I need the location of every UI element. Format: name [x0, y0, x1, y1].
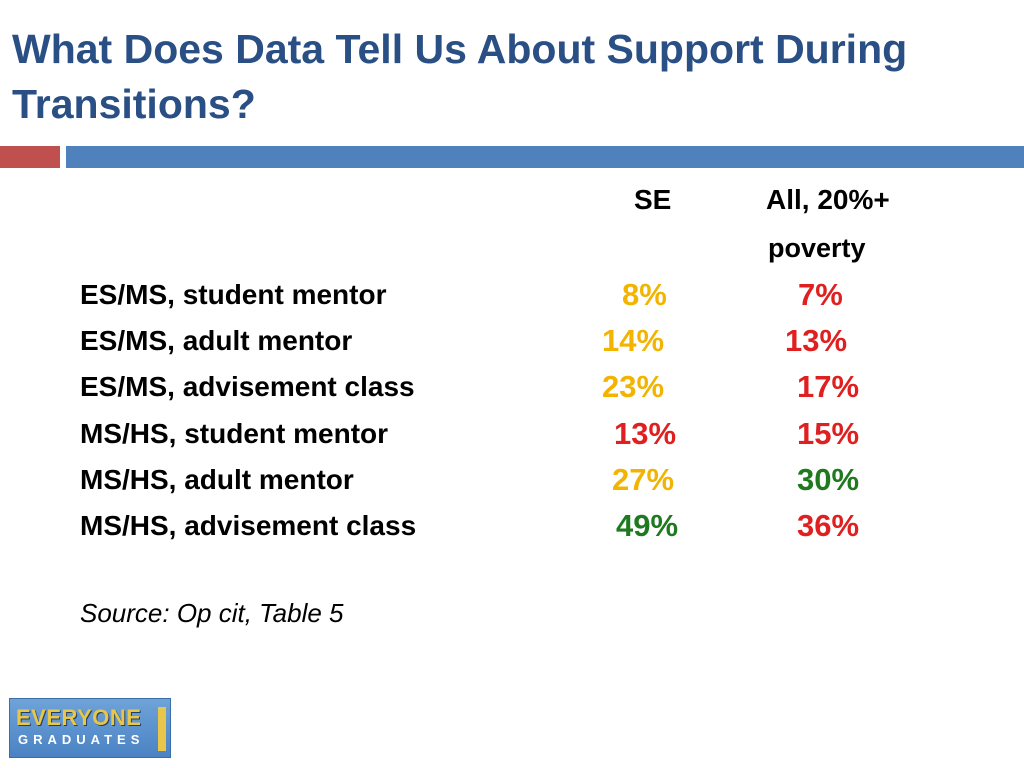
row-label: MS/HS, student mentor [80, 418, 389, 449]
column-header-all-line2: poverty [768, 233, 866, 263]
table-row: MS/HS, adult mentor 27% 30% [0, 457, 1024, 503]
se-value: 14% [602, 323, 665, 358]
source-note: Source: Op cit, Table 5 [80, 598, 344, 628]
se-value: 27% [612, 462, 675, 497]
slide-title: What Does Data Tell Us About Support Dur… [12, 26, 908, 127]
se-value: 8% [622, 277, 667, 312]
table-row: MS/HS, student mentor 13% 15% [0, 411, 1024, 457]
column-header-se: SE [634, 184, 672, 215]
row-label: ES/MS, adult mentor [80, 325, 353, 356]
accent-bar-red [0, 146, 60, 168]
logo-text-bottom: GRADUATES [18, 732, 145, 747]
table-row: ES/MS, advisement class 23% 17% [0, 364, 1024, 410]
accent-bar-blue [66, 146, 1024, 168]
table-row: MS/HS, advisement class 49% 36% [0, 503, 1024, 549]
logo-text-top: EVERYONE [16, 705, 142, 730]
column-header-all: All, 20%+ [766, 184, 890, 215]
all-value: 13% [785, 323, 848, 358]
all-value: 15% [797, 416, 860, 451]
se-value: 13% [614, 416, 677, 451]
logo-side-stripe [158, 707, 166, 751]
row-label: MS/HS, advisement class [80, 510, 417, 541]
se-value: 49% [616, 508, 679, 543]
table-row: ES/MS, adult mentor 14% 13% [0, 318, 1024, 364]
all-value: 7% [798, 277, 843, 312]
se-value: 23% [602, 369, 665, 404]
all-value: 30% [797, 462, 860, 497]
everyone-graduates-logo: EVERYONE GRADUATES [9, 698, 171, 758]
table-row: ES/MS, student mentor 8% 7% [0, 272, 1024, 318]
row-label: MS/HS, adult mentor [80, 464, 354, 495]
row-label: ES/MS, advisement class [80, 371, 415, 402]
row-label: ES/MS, student mentor [80, 279, 387, 310]
all-value: 17% [797, 369, 860, 404]
all-value: 36% [797, 508, 860, 543]
